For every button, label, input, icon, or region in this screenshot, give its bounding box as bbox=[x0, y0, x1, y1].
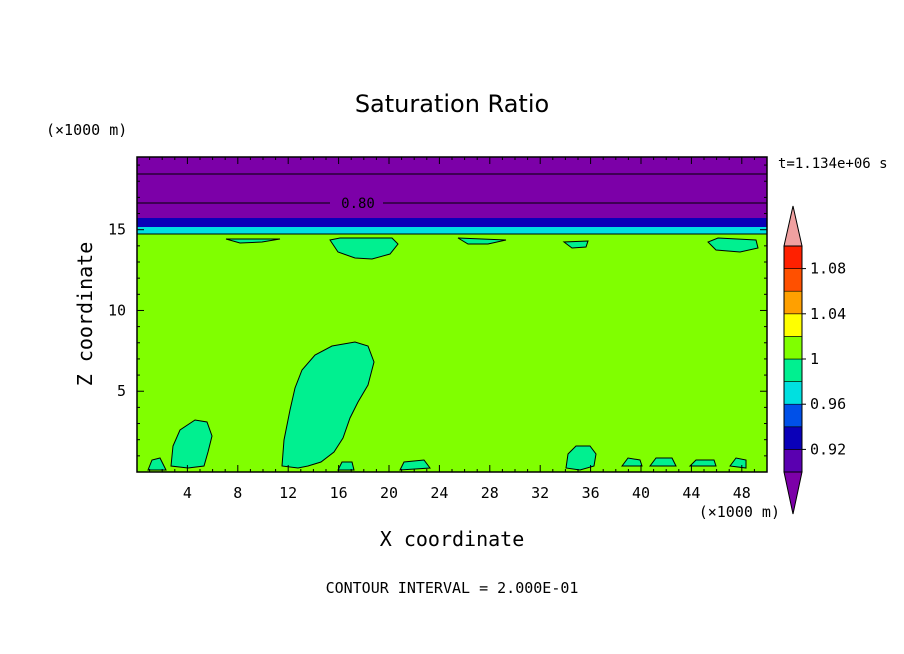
transition-band-fill bbox=[137, 218, 767, 228]
top-blob-1 bbox=[329, 237, 399, 260]
plume-small-left bbox=[170, 419, 213, 469]
x-tick-label: 8 bbox=[233, 484, 242, 502]
colorbar-under-triangle bbox=[783, 471, 803, 515]
surface-patches bbox=[147, 457, 747, 471]
chart-title: Saturation Ratio bbox=[355, 90, 549, 118]
colorbar-segment bbox=[783, 313, 803, 337]
x-tick-label: 36 bbox=[582, 484, 600, 502]
top-blob-5 bbox=[225, 238, 281, 244]
plume-small-right bbox=[565, 445, 597, 471]
x-tick-label: 32 bbox=[531, 484, 549, 502]
colorbar-tick-label: 1.08 bbox=[810, 260, 846, 278]
y-tick-label: 15 bbox=[108, 221, 126, 239]
x-tick-label: 44 bbox=[682, 484, 700, 502]
colorbar-segment bbox=[783, 403, 803, 428]
upper-dry-layer-fill bbox=[137, 157, 767, 219]
x-tick-label: 12 bbox=[279, 484, 297, 502]
y-axis-label: Z coordinate bbox=[73, 242, 97, 387]
colorbar-tick-label: 0.92 bbox=[810, 440, 846, 458]
x-tick-label: 28 bbox=[481, 484, 499, 502]
colorbar-tick-label: 0.96 bbox=[810, 395, 846, 413]
x-tick-label: 24 bbox=[430, 484, 448, 502]
colorbar-tick-label: 1 bbox=[810, 350, 819, 368]
y-tick-label: 5 bbox=[117, 382, 126, 400]
contour-interval-footer: CONTOUR INTERVAL = 2.000E-01 bbox=[326, 579, 579, 597]
colorbar-segment bbox=[783, 426, 803, 450]
x-tick-label: 4 bbox=[183, 484, 192, 502]
y-tick-label: 10 bbox=[108, 301, 126, 319]
colorbar-over-triangle bbox=[783, 205, 803, 247]
colorbar-segment bbox=[783, 358, 803, 382]
plume-large bbox=[281, 341, 375, 469]
colorbar-segment bbox=[783, 290, 803, 315]
y-unit-label: (×1000 m) bbox=[46, 121, 127, 139]
time-label: t=1.134e+06 s bbox=[778, 156, 888, 172]
x-unit-label: (×1000 m) bbox=[699, 503, 780, 521]
top-blob-2 bbox=[707, 237, 759, 253]
colorbar: 0.92 0.96 1 1.04 1.08 bbox=[783, 205, 846, 515]
colorbar-segment bbox=[783, 336, 803, 360]
colorbar-segment bbox=[783, 381, 803, 405]
top-blob-4 bbox=[457, 237, 507, 245]
x-tick-label: 48 bbox=[733, 484, 751, 502]
plot-area bbox=[137, 157, 767, 472]
cyan-band-fill bbox=[137, 227, 767, 234]
colorbar-tick-label: 1.04 bbox=[810, 305, 846, 323]
x-tick-label: 20 bbox=[380, 484, 398, 502]
main-domain-fill bbox=[137, 234, 767, 472]
colorbar-segment bbox=[783, 449, 803, 473]
top-blob-3 bbox=[562, 240, 589, 249]
colorbar-segment bbox=[783, 245, 803, 269]
contour-label: 0.80 bbox=[341, 196, 375, 212]
x-axis-label: X coordinate bbox=[380, 527, 525, 551]
x-tick-label: 40 bbox=[632, 484, 650, 502]
x-tick-label: 16 bbox=[330, 484, 348, 502]
colorbar-segment bbox=[783, 268, 803, 292]
